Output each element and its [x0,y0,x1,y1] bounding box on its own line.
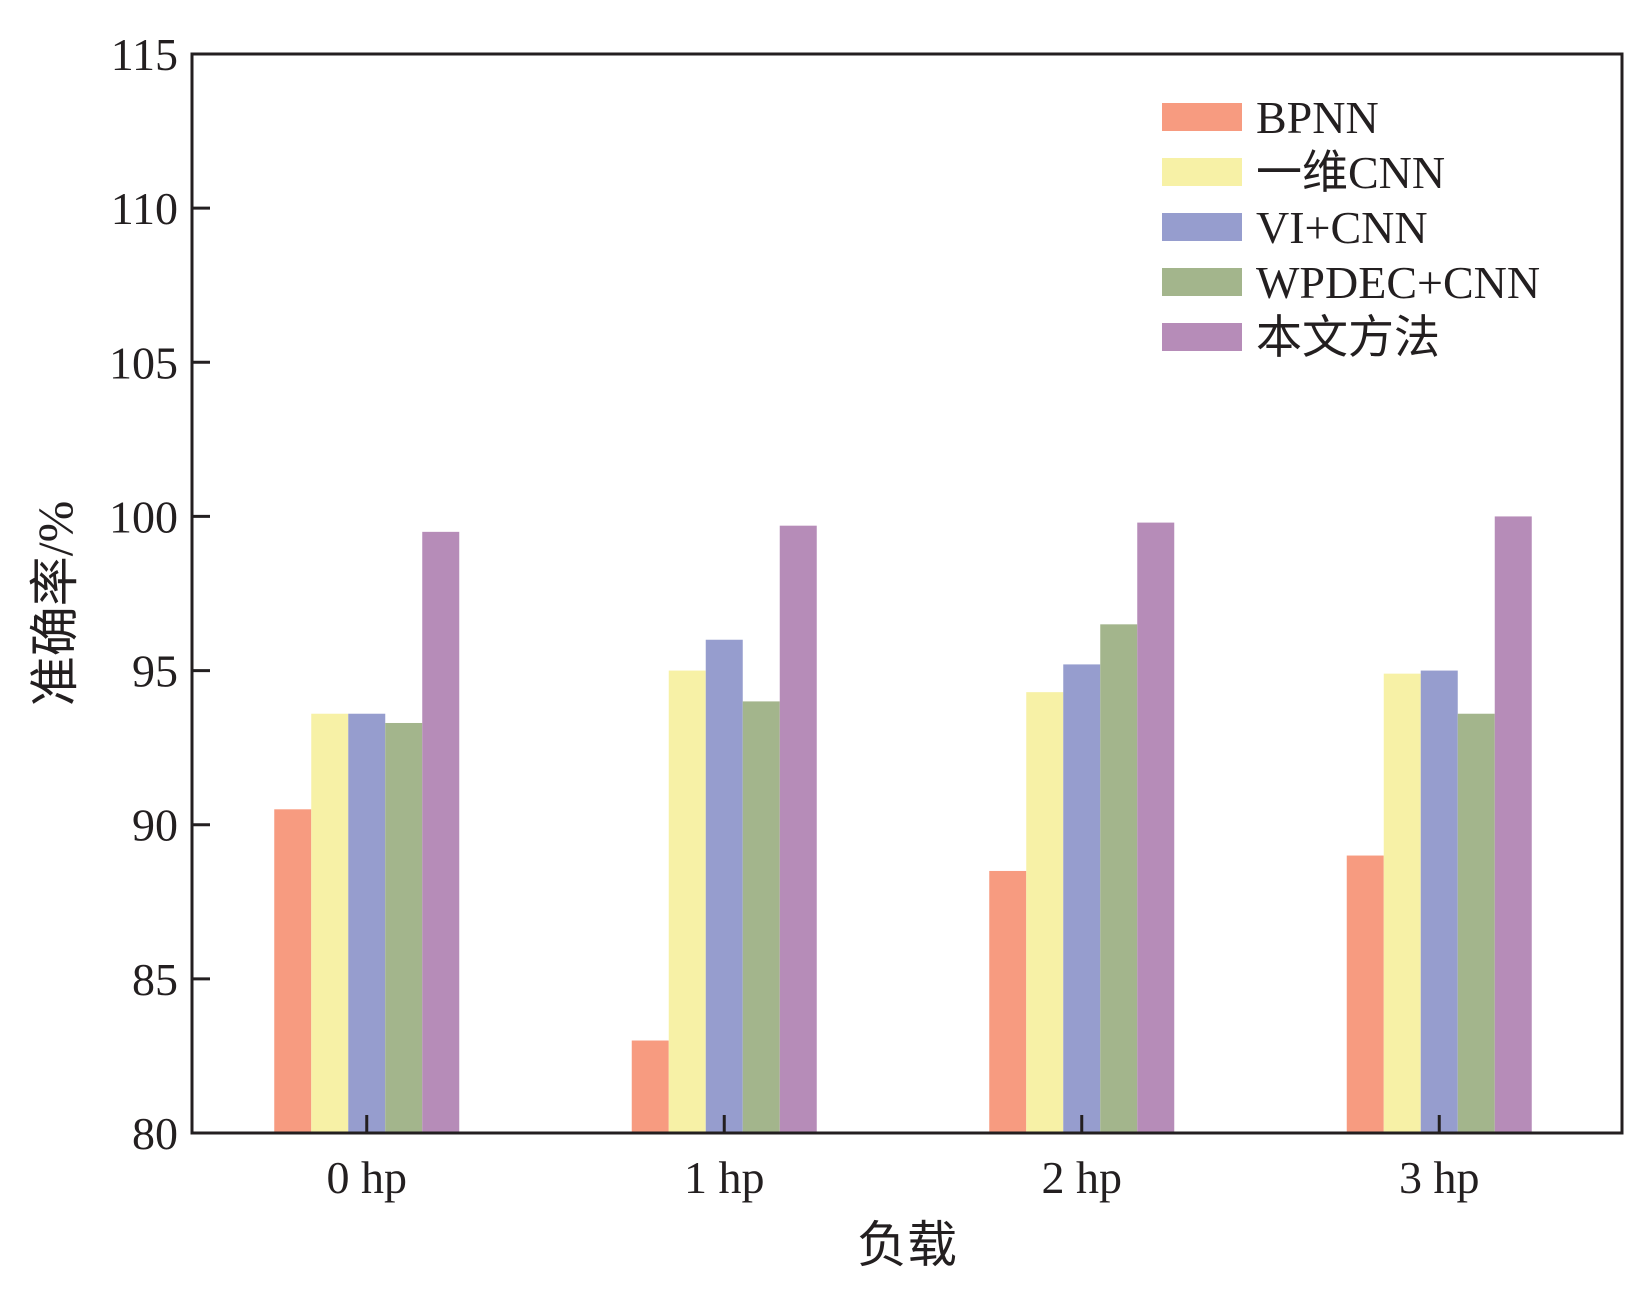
bar-3-2 [1100,624,1138,1133]
legend-swatch [1162,213,1242,241]
y-tick-label: 115 [111,29,178,80]
bar-2-3 [1420,670,1458,1133]
bar-1-0 [311,713,349,1133]
bar-2-2 [1063,664,1101,1133]
bar-3-1 [742,701,780,1133]
y-tick-label: 95 [132,646,178,697]
bar-4-2 [1137,522,1175,1133]
bar-0-3 [1346,855,1384,1133]
y-tick-label: 85 [132,954,178,1005]
bars-group [274,516,1532,1133]
legend-label: WPDEC+CNN [1256,257,1540,308]
legend-label: VI+CNN [1256,202,1428,253]
y-axis: 80 85 90 95 100 105 110 115 [109,29,210,1159]
y-tick-label: 100 [109,491,178,542]
x-tick-label: 0 hp [327,1152,408,1203]
y-tick-label: 80 [132,1108,178,1159]
bar-0-2 [989,870,1027,1133]
bar-2-0 [348,713,386,1133]
bar-1-1 [668,670,706,1133]
x-axis-title: 负载 [857,1217,957,1273]
legend-swatch [1162,323,1242,351]
x-axis: 0 hp 1 hp 2 hp 3 hp [327,1115,1480,1203]
y-axis-title: 准确率/% [27,501,83,707]
bar-2-1 [705,639,743,1133]
bar-3-3 [1457,713,1495,1133]
bar-1-2 [1026,692,1064,1133]
legend-swatch [1162,158,1242,186]
legend-label: 本文方法 [1256,312,1440,363]
bar-3-0 [385,722,423,1133]
x-tick-label: 3 hp [1399,1152,1480,1203]
bar-4-1 [779,525,817,1133]
bar-4-0 [422,531,460,1133]
bar-4-3 [1494,516,1532,1133]
legend-swatch [1162,103,1242,131]
plot-frame [190,52,1624,1135]
legend-swatch [1162,268,1242,296]
x-tick-label: 2 hp [1042,1152,1123,1203]
legend-label: BPNN [1256,92,1379,143]
bar-1-3 [1383,673,1421,1133]
y-tick-label: 105 [109,337,178,388]
legend-label: 一维CNN [1256,147,1445,198]
x-tick-label: 1 hp [684,1152,765,1203]
y-tick-label: 90 [132,800,178,851]
y-tick-label: 110 [111,183,178,234]
bar-0-1 [631,1040,669,1133]
bar-0-0 [274,809,312,1133]
